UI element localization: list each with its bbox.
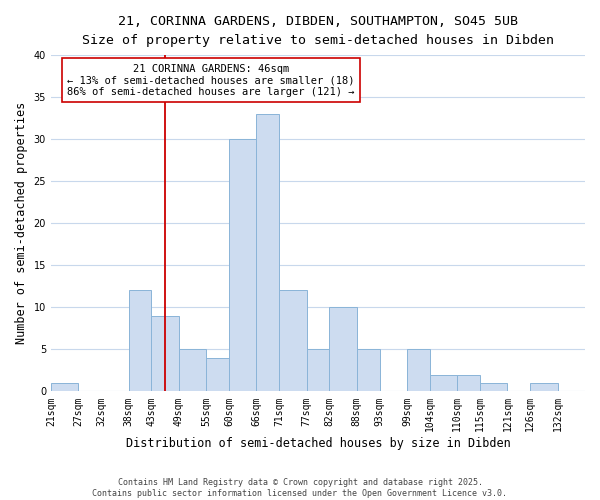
Bar [329, 308, 357, 392]
Bar [128, 290, 151, 392]
Y-axis label: Number of semi-detached properties: Number of semi-detached properties [15, 102, 28, 344]
Bar [530, 383, 557, 392]
Bar [457, 374, 480, 392]
Text: 21 CORINNA GARDENS: 46sqm
← 13% of semi-detached houses are smaller (18)
86% of : 21 CORINNA GARDENS: 46sqm ← 13% of semi-… [67, 64, 355, 96]
Text: Contains HM Land Registry data © Crown copyright and database right 2025.
Contai: Contains HM Land Registry data © Crown c… [92, 478, 508, 498]
Bar [480, 383, 508, 392]
Bar [407, 350, 430, 392]
Bar [256, 114, 279, 392]
Bar [51, 383, 79, 392]
Bar [179, 350, 206, 392]
Bar [279, 290, 307, 392]
X-axis label: Distribution of semi-detached houses by size in Dibden: Distribution of semi-detached houses by … [125, 437, 511, 450]
Bar [206, 358, 229, 392]
Bar [229, 139, 256, 392]
Bar [151, 316, 179, 392]
Bar [430, 374, 457, 392]
Bar [357, 350, 380, 392]
Title: 21, CORINNA GARDENS, DIBDEN, SOUTHAMPTON, SO45 5UB
Size of property relative to : 21, CORINNA GARDENS, DIBDEN, SOUTHAMPTON… [82, 15, 554, 47]
Bar [307, 350, 329, 392]
